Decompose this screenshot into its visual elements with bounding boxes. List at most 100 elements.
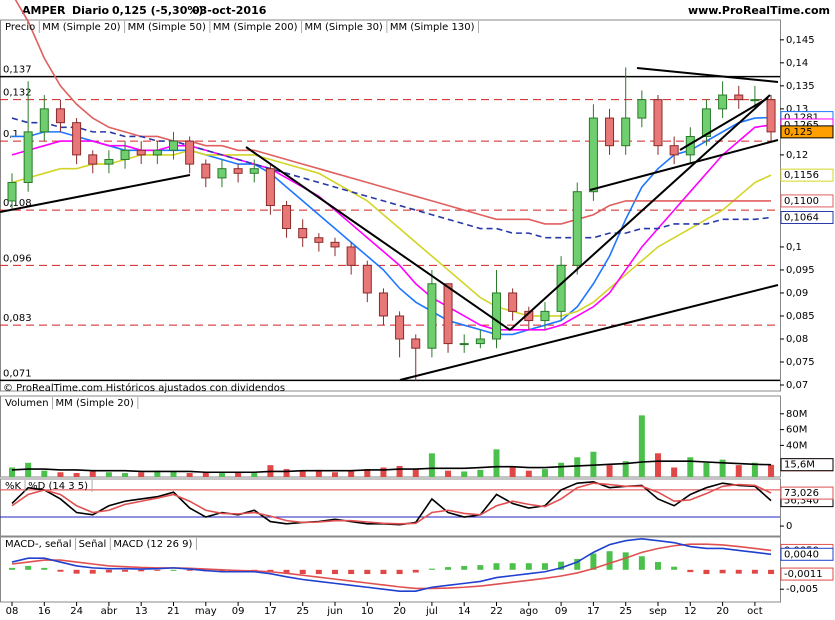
- legend-entry: MM (Simple 200): [213, 22, 298, 33]
- y-tick-label: 0,075: [786, 357, 815, 368]
- y-tick-label: 40M: [786, 440, 807, 451]
- candle-body: [750, 99, 760, 102]
- last-value-box: [780, 547, 834, 561]
- candle-body: [701, 108, 711, 137]
- series-line: [11, 124, 772, 331]
- bar: [574, 457, 581, 477]
- bar: [396, 465, 403, 477]
- candle-body: [104, 158, 114, 165]
- bar: [671, 566, 678, 570]
- last-value-label: 15,6M: [784, 460, 815, 471]
- trend-line: [679, 97, 769, 151]
- last-value-label: 0,1100: [784, 196, 819, 207]
- candle-body: [120, 149, 130, 160]
- y-tick-label: 0,135: [786, 81, 815, 92]
- legend-entry: MACD-, señal: [5, 539, 72, 550]
- bar: [735, 465, 742, 477]
- candle-body: [23, 131, 33, 184]
- x-tick-label: 20: [393, 606, 406, 617]
- bar: [735, 569, 742, 574]
- x-tick-label: 10: [361, 606, 374, 617]
- bar: [348, 569, 355, 575]
- x-tick-label: 13: [135, 606, 148, 617]
- x-tick-label: 25: [619, 606, 632, 617]
- bar: [428, 568, 435, 570]
- bar: [412, 569, 419, 573]
- x-tick-label: 08: [6, 606, 19, 617]
- bar: [364, 469, 371, 477]
- legend-entry: MM (Simple 50): [128, 22, 206, 33]
- bar: [235, 472, 242, 477]
- candle-body: [508, 292, 518, 312]
- last-value-label: 0,0040: [784, 549, 819, 560]
- trend-line: [636, 67, 779, 83]
- bar: [283, 569, 290, 574]
- bar: [315, 469, 322, 477]
- y-tick-label: 0,07: [786, 380, 808, 391]
- date: 03-oct-2016: [192, 4, 267, 17]
- y-tick-label: 0,08: [786, 334, 808, 345]
- bar: [299, 569, 306, 575]
- level-label: 0,083: [3, 313, 32, 324]
- legend-entry: Volumen: [5, 398, 49, 409]
- x-tick-label: 09: [232, 606, 245, 617]
- bar: [89, 471, 96, 477]
- candle-body: [249, 168, 259, 174]
- bar: [122, 569, 129, 572]
- bar: [719, 459, 726, 477]
- x-tick-label: 16: [38, 606, 51, 617]
- bar: [445, 567, 452, 570]
- bar: [558, 561, 565, 570]
- candle-body: [443, 283, 453, 345]
- candle-body: [169, 140, 178, 151]
- level-label: 0,071: [3, 368, 32, 379]
- y-tick-label: 0: [786, 521, 792, 532]
- y-tick-label: 60M: [786, 425, 807, 436]
- candle-body: [330, 241, 340, 248]
- x-tick-label: jun: [326, 606, 342, 617]
- candle-body: [233, 168, 243, 174]
- bar: [638, 415, 645, 477]
- candle-body: [72, 122, 82, 156]
- bar: [687, 569, 694, 573]
- trend-lines: [0, 67, 779, 381]
- y-tick-label: 0,095: [786, 265, 815, 276]
- candle-body: [265, 168, 275, 207]
- bar: [57, 472, 64, 477]
- bar: [525, 563, 532, 570]
- bar: [655, 453, 661, 477]
- bar: [41, 470, 48, 477]
- bar: [364, 569, 371, 575]
- candle-body: [734, 94, 744, 101]
- y-tick-label: -0,005: [786, 584, 818, 595]
- bar: [299, 470, 306, 477]
- bar: [590, 553, 597, 570]
- series-line: [11, 117, 772, 239]
- bar: [41, 567, 48, 570]
- last-value-label: 56,340: [784, 496, 819, 507]
- bar: [89, 569, 96, 574]
- bar: [493, 563, 500, 570]
- bar: [170, 569, 177, 571]
- y-tick-label: 0,145: [786, 35, 815, 46]
- candle-body: [459, 343, 469, 346]
- candle-body: [653, 99, 663, 147]
- level-label: 0,132: [3, 88, 32, 99]
- level-label: 0,096: [3, 253, 32, 264]
- bar: [606, 465, 613, 477]
- bar: [751, 462, 758, 477]
- x-tick-label: oct: [747, 606, 763, 617]
- legend-entry: %K: [5, 481, 22, 492]
- bar: [703, 569, 710, 575]
- bar: [541, 563, 548, 570]
- bar: [186, 569, 193, 571]
- bar: [202, 472, 209, 477]
- legend-entry: %D (14 3 5): [28, 481, 88, 492]
- series-line: [11, 482, 772, 525]
- legend-entry: MM (Simple 30): [305, 22, 383, 33]
- source-note: © ProRealTime.com Históricos ajustados c…: [3, 382, 285, 394]
- x-tick-label: abr: [101, 606, 118, 617]
- y-tick-label: 0,14: [786, 58, 808, 69]
